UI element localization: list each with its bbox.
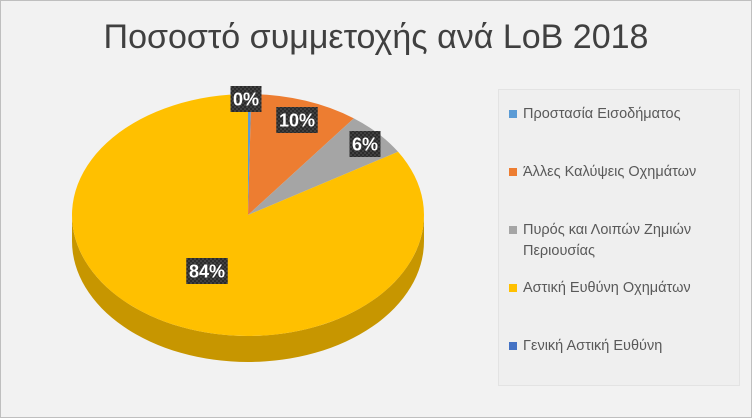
data-label-box bbox=[186, 258, 228, 284]
legend-swatch bbox=[509, 284, 517, 292]
data-label-text: 10% bbox=[279, 111, 315, 131]
legend-item: Αστική Ευθύνη Οχημάτων bbox=[509, 278, 734, 299]
legend-label: Αστική Ευθύνη Οχημάτων bbox=[523, 280, 691, 296]
data-label-text: 6% bbox=[352, 135, 378, 155]
legend: Προστασία Εισοδήματος Άλλες Καλύψεις Οχη… bbox=[498, 89, 740, 386]
data-label: 10% bbox=[276, 107, 318, 133]
data-label-text: 0% bbox=[233, 90, 259, 110]
data-label-box bbox=[349, 131, 381, 157]
legend-swatch bbox=[509, 110, 517, 118]
legend-item: Γενική Αστική Ευθύνη bbox=[509, 336, 734, 357]
data-label-box bbox=[276, 107, 318, 133]
legend-swatch bbox=[509, 342, 517, 350]
pie-slice bbox=[248, 94, 252, 215]
legend-item: Πυρός και Λοιπών Ζημιών Περιουσίας bbox=[509, 220, 734, 262]
legend-label: Πυρός και Λοιπών Ζημιών Περιουσίας bbox=[523, 222, 692, 259]
pie-slice bbox=[72, 94, 425, 337]
data-label: 84% bbox=[186, 258, 228, 284]
data-label: 6% bbox=[349, 131, 381, 157]
legend-swatch bbox=[509, 168, 517, 176]
legend-item: Άλλες Καλύψεις Οχημάτων bbox=[509, 162, 734, 183]
pie-slice bbox=[248, 94, 354, 215]
chart-title: Ποσοστό συμμετοχής ανά LoB 2018 bbox=[103, 18, 649, 56]
pie-slice-side bbox=[72, 215, 424, 362]
legend-label: Άλλες Καλύψεις Οχημάτων bbox=[523, 164, 697, 180]
data-label: 0% bbox=[230, 86, 262, 112]
legend-label: Γενική Αστική Ευθύνη bbox=[523, 338, 663, 354]
legend-label: Προστασία Εισοδήματος bbox=[523, 106, 681, 122]
legend-swatch bbox=[509, 226, 517, 234]
data-label-box bbox=[230, 86, 262, 112]
legend-item: Προστασία Εισοδήματος bbox=[509, 104, 734, 125]
data-label-text: 84% bbox=[189, 262, 225, 282]
